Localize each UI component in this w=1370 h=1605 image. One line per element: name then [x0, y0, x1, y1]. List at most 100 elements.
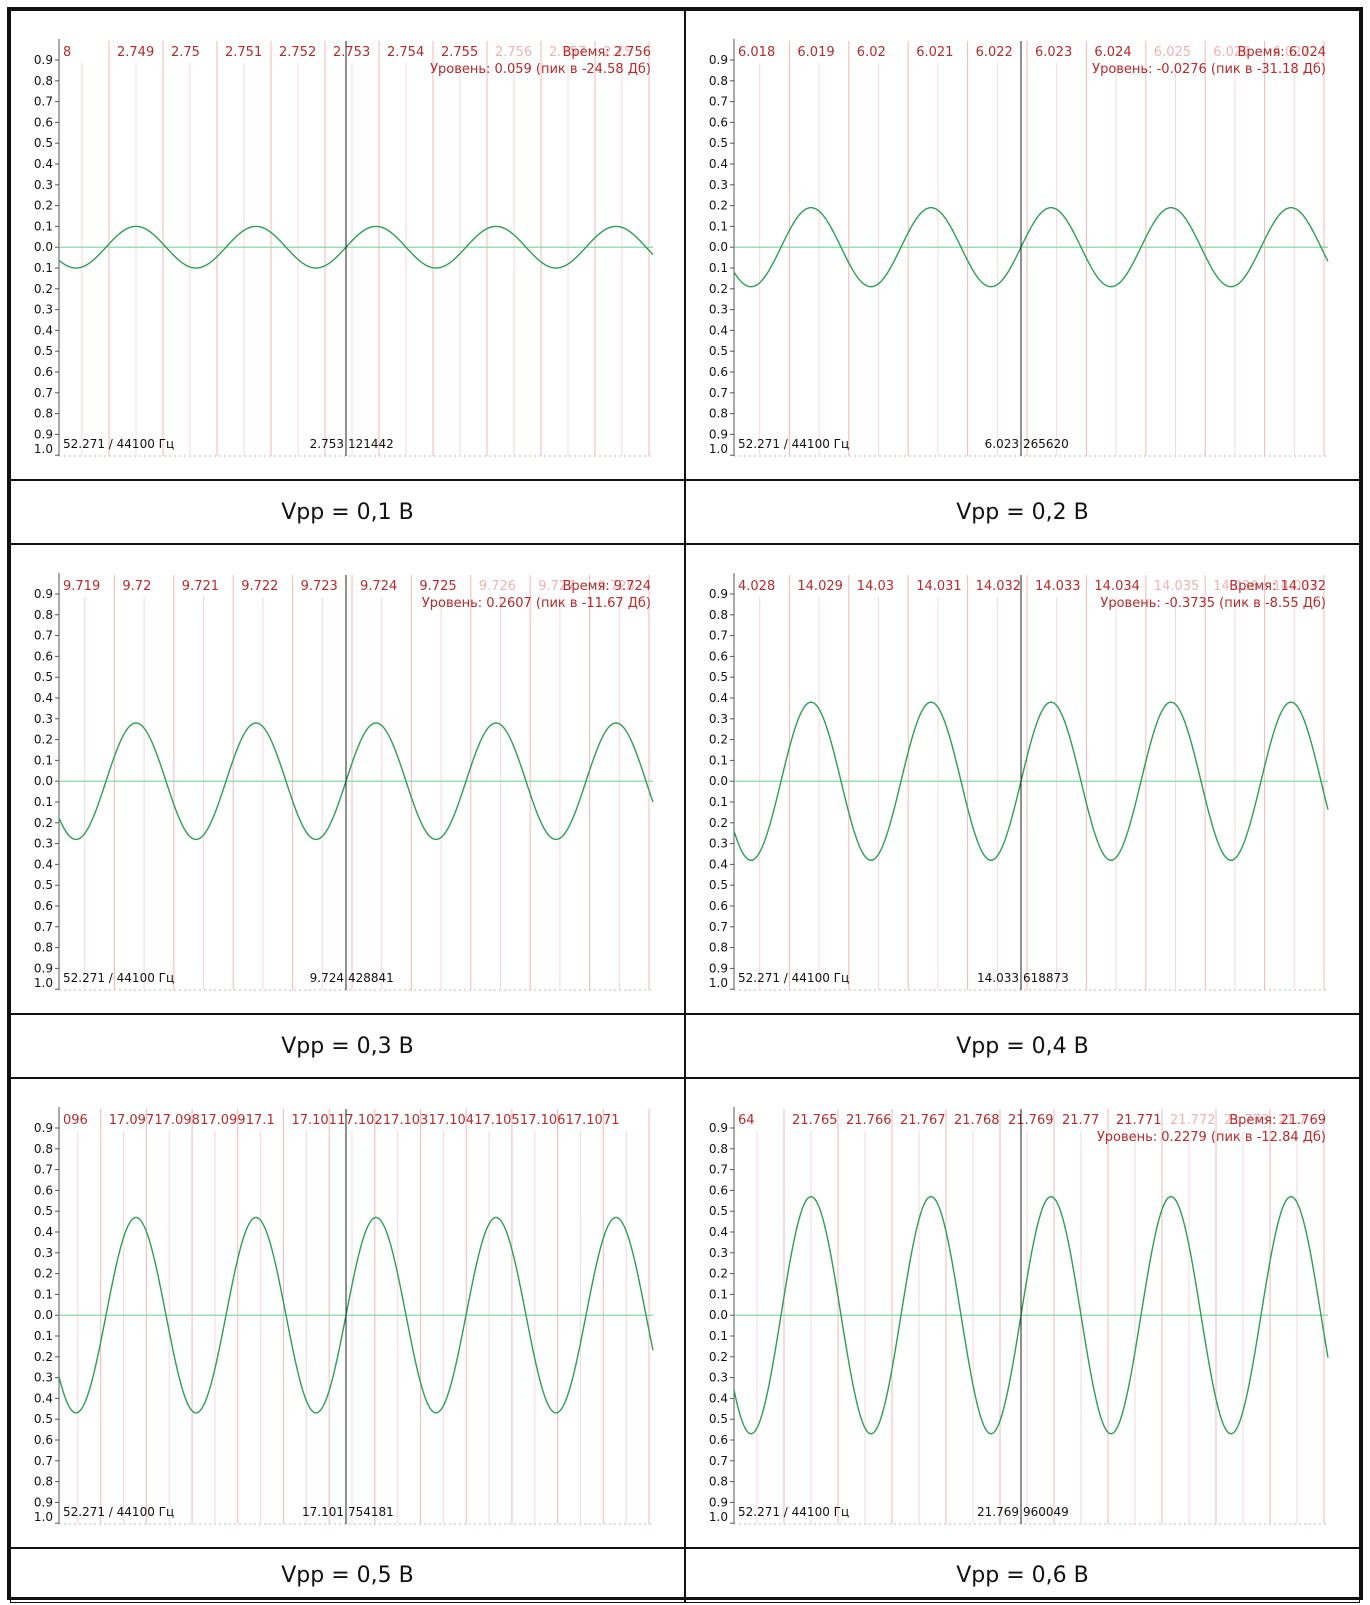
waveform-panel-6: 0.9 0.8 0.7 0.6 0.5 0.4 0.3 0.2 0.1 0.0 0.1 0.2 0.3 0…	[685, 1078, 1360, 1548]
time-marker-label: 096	[63, 1113, 88, 1128]
time-marker-label: 21.771	[1116, 1113, 1162, 1128]
y-tick-label: 0.6	[709, 365, 728, 379]
y-tick-label: 0.8	[34, 1475, 53, 1489]
y-tick-label: 0.6	[34, 1183, 53, 1197]
y-tick-label: 0.7	[709, 95, 728, 109]
time-marker-label: 14.031	[916, 579, 962, 594]
y-tick-label: 0.5	[709, 1204, 728, 1218]
time-marker-label: 6.022	[976, 45, 1013, 60]
y-tick-label: 0.7	[709, 386, 728, 400]
waveform-chart-6: 0.9 0.8 0.7 0.6 0.5 0.4 0.3 0.2 0.1 0.0 0.1 0.2 0.3 0…	[709, 1107, 1329, 1525]
time-marker-label: 17.104	[429, 1113, 475, 1128]
time-marker-label: 17.103	[383, 1113, 429, 1128]
y-tick-label: 0.2	[34, 816, 53, 830]
y-tick-label: 0.2	[34, 199, 53, 213]
y-tick-label: 0.6	[709, 649, 728, 663]
time-marker-label: 21.767	[900, 1113, 946, 1128]
time-marker-label: 14.029	[797, 579, 843, 594]
y-tick-label: 0.4	[34, 157, 53, 171]
time-marker-label: 9.722	[241, 579, 278, 594]
time-marker-label: 17.097	[109, 1113, 155, 1128]
y-tick-label: 0.2	[34, 1350, 53, 1364]
time-marker-label: 9.72	[122, 579, 151, 594]
y-tick-label: 0.5	[34, 136, 53, 150]
time-marker-label: 4.028	[738, 579, 775, 594]
caption-4: Vpp = 0,4 В	[685, 1014, 1360, 1078]
caption-text-2: Vpp = 0,2 В	[956, 499, 1089, 525]
sample-rate-readout: 52.271 / 44100 Гц	[738, 437, 849, 451]
cursor-time-readout: 21.769	[977, 1505, 1019, 1519]
y-tick-label: 0.3	[34, 303, 53, 317]
caption-3: Vpp = 0,3 В	[10, 1014, 685, 1078]
y-tick-label: 0.4	[709, 1391, 728, 1405]
time-marker-label: 9.723	[301, 579, 338, 594]
y-tick-label: 0.2	[709, 816, 728, 830]
y-tick-label: 0.0	[34, 774, 53, 788]
y-tick-label: 0.5	[709, 136, 728, 150]
y-tick-label: 0.7	[34, 1454, 53, 1468]
y-tick-label: 0.8	[34, 608, 53, 622]
waveform-chart-1: 0.9 0.8 0.7 0.6 0.5 0.4 0.3 0.2 0.1 0.0 0.1 0.2 0.3 0…	[34, 39, 654, 457]
cursor-sample-readout: 618873	[1023, 971, 1069, 985]
time-readout: Время: 6.024	[1237, 45, 1326, 60]
y-tick-label: 0.3	[709, 178, 728, 192]
y-tick-label: 1.0	[34, 442, 53, 456]
y-tick-label: 0.3	[709, 1246, 728, 1260]
y-tick-label: 0.0	[709, 240, 728, 254]
y-tick-label: 0.6	[34, 649, 53, 663]
level-readout: Уровень: 0.059 (пик в -24.58 Дб)	[430, 62, 651, 77]
time-marker-label: 2.749	[117, 45, 154, 60]
time-marker-label: 6.024	[1094, 45, 1131, 60]
y-tick-label: 0.7	[709, 629, 728, 643]
time-marker-label: 9.724	[360, 579, 397, 594]
time-marker-label: 6.025	[1154, 45, 1191, 60]
y-tick-label: 0.4	[709, 1225, 728, 1239]
time-marker-label: 2.753	[333, 45, 370, 60]
y-tick-label: 0.3	[34, 1371, 53, 1385]
y-tick-label: 0.7	[34, 95, 53, 109]
caption-text-1: Vpp = 0,1 В	[281, 499, 414, 525]
y-tick-label: 0.2	[34, 733, 53, 747]
y-tick-label: 0.6	[34, 899, 53, 913]
y-tick-label: 0.9	[709, 1495, 728, 1509]
y-tick-label: 0.6	[709, 115, 728, 129]
cursor-sample-readout: 754181	[348, 1505, 394, 1519]
time-marker-label: 6.027	[1273, 45, 1310, 60]
waveform-panel-4: 0.9 0.8 0.7 0.6 0.5 0.4 0.3 0.2 0.1 0.0 0.1 0.2 0.3 0…	[685, 544, 1360, 1014]
time-marker-label: 21.765	[792, 1113, 838, 1128]
y-tick-label: 0.5	[34, 670, 53, 684]
y-tick-label: 0.4	[34, 691, 53, 705]
time-marker-label: 21.7	[1278, 1113, 1307, 1128]
caption-text-3: Vpp = 0,3 В	[281, 1033, 414, 1059]
y-tick-label: 0.3	[34, 837, 53, 851]
y-tick-label: 0.4	[709, 857, 728, 871]
y-tick-label: 0.4	[34, 323, 53, 337]
figure-grid: 0.9 0.8 0.7 0.6 0.5 0.4 0.3 0.2 0.1 0.0 0.1 0.2 0.3 0…	[7, 7, 1363, 1603]
y-tick-label: 0.5	[34, 1412, 53, 1426]
cursor-time-readout: 6.023	[985, 437, 1019, 451]
waveform-line	[58, 225, 654, 269]
y-tick-label: 0.7	[709, 1163, 728, 1177]
y-tick-label: 1.0	[34, 1510, 53, 1524]
time-marker-label: 9.719	[63, 579, 100, 594]
y-tick-label: 0.4	[709, 323, 728, 337]
time-marker-label: 2.75	[603, 45, 632, 60]
time-marker-label: 2.756	[495, 45, 532, 60]
y-tick-label: 0.4	[709, 157, 728, 171]
time-marker-label: 9.726	[479, 579, 516, 594]
caption-text-5: Vpp = 0,5 В	[281, 1563, 414, 1588]
y-tick-label: 0.6	[709, 1183, 728, 1197]
waveform-panel-5: 0.9 0.8 0.7 0.6 0.5 0.4 0.3 0.2 0.1 0.0 0.1 0.2 0.3 0…	[10, 1078, 685, 1548]
y-tick-label: 1.0	[709, 1510, 728, 1524]
time-marker-label: 14.033	[1035, 579, 1081, 594]
y-tick-label: 0.5	[34, 878, 53, 892]
y-tick-label: 0.8	[709, 407, 728, 421]
waveform-line	[733, 206, 1329, 288]
time-marker-label: 6.02	[857, 45, 886, 60]
y-tick-label: 0.5	[709, 878, 728, 892]
caption-6: Vpp = 0,6 В	[685, 1548, 1360, 1603]
time-marker-label: 6.019	[797, 45, 834, 60]
y-tick-label: 0.9	[34, 961, 53, 975]
y-tick-label: 0.9	[709, 1121, 728, 1135]
time-readout: Время: 21.769	[1229, 1113, 1326, 1128]
